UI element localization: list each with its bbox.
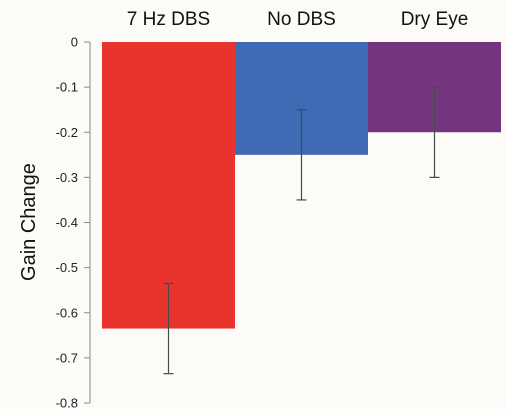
y-tick-label: -0.1 <box>56 80 78 95</box>
y-tick-label: -0.5 <box>56 260 78 275</box>
y-tick-label: 0 <box>71 35 78 50</box>
y-tick-label: -0.7 <box>56 350 78 365</box>
category-labels: 7 Hz DBS No DBS Dry Eye <box>127 9 469 30</box>
y-tick-label: -0.3 <box>56 170 78 185</box>
y-tick-label: -0.2 <box>56 125 78 140</box>
category-label: 7 Hz DBS <box>127 9 210 30</box>
y-tick-label: -0.8 <box>56 396 78 409</box>
y-axis-title: Gain Change <box>18 163 40 281</box>
y-axis: 0 -0.1 -0.2 -0.3 -0.4 -0.5 -0.6 -0.7 -0.8 <box>56 35 91 409</box>
y-tick-label: -0.6 <box>56 305 78 320</box>
y-tick-label: -0.4 <box>56 215 78 230</box>
bar-7-hz-dbs <box>102 42 235 329</box>
category-label: Dry Eye <box>401 9 469 30</box>
error-bars <box>163 86 440 375</box>
category-label: No DBS <box>267 9 336 30</box>
